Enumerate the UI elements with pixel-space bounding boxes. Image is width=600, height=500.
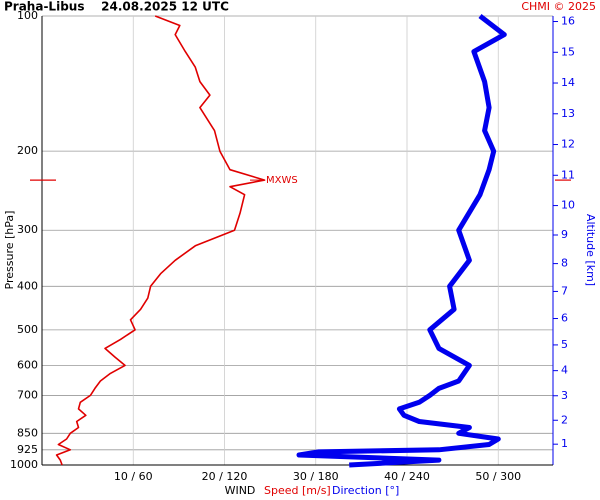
y2-tick-label: 13 [561,107,575,120]
y2-tick-label: 2 [561,413,568,426]
x-tick-label: 50 / 300 [475,470,521,483]
y-tick-label: 700 [17,388,38,401]
y-tick-label: 1000 [10,458,38,471]
y2-tick-label: 15 [561,45,575,58]
credit: CHMI © 2025 [521,0,596,13]
y2-tick-label: 3 [561,389,568,402]
y-tick-label: 100 [17,9,38,22]
annotation: MXWS [266,175,298,186]
y2-tick-label: 10 [561,199,575,212]
y2-tick-label: 7 [561,284,568,297]
y-tick-label: 400 [17,279,38,292]
y-axis-label: Pressure [hPa] [3,211,16,290]
chart-title: Praha-Libus 24.08.2025 12 UTC [4,0,229,14]
y-tick-label: 925 [17,443,38,456]
legend-entry: Direction [°] [332,484,399,497]
y2-tick-label: 12 [561,138,575,151]
y2-tick-label: 11 [561,168,575,181]
y2-tick-label: 16 [561,15,575,28]
y2-tick-label: 1 [561,437,568,450]
x-tick-label: 30 / 180 [293,470,339,483]
y-tick-label: 600 [17,358,38,371]
y-tick-label: 200 [17,144,38,157]
y2-tick-label: 6 [561,312,568,325]
series-line [55,15,266,466]
y2-tick-label: 14 [561,76,575,89]
y2-tick-label: 9 [561,228,568,241]
y2-tick-label: 8 [561,257,568,270]
legend-entry: Speed [m/s] [264,484,331,497]
x-tick-label: 20 / 120 [202,470,248,483]
x-axis-label: WIND [225,484,256,497]
x-tick-label: 10 / 60 [114,470,153,483]
y2-tick-label: 5 [561,338,568,351]
y-tick-label: 500 [17,323,38,336]
y-tick-label: 300 [17,223,38,236]
y2-axis-label: Altitude [km] [584,214,597,286]
y2-tick-label: 4 [561,364,568,377]
series-line [296,14,507,468]
y-tick-label: 850 [17,426,38,439]
x-tick-label: 40 / 240 [384,470,430,483]
